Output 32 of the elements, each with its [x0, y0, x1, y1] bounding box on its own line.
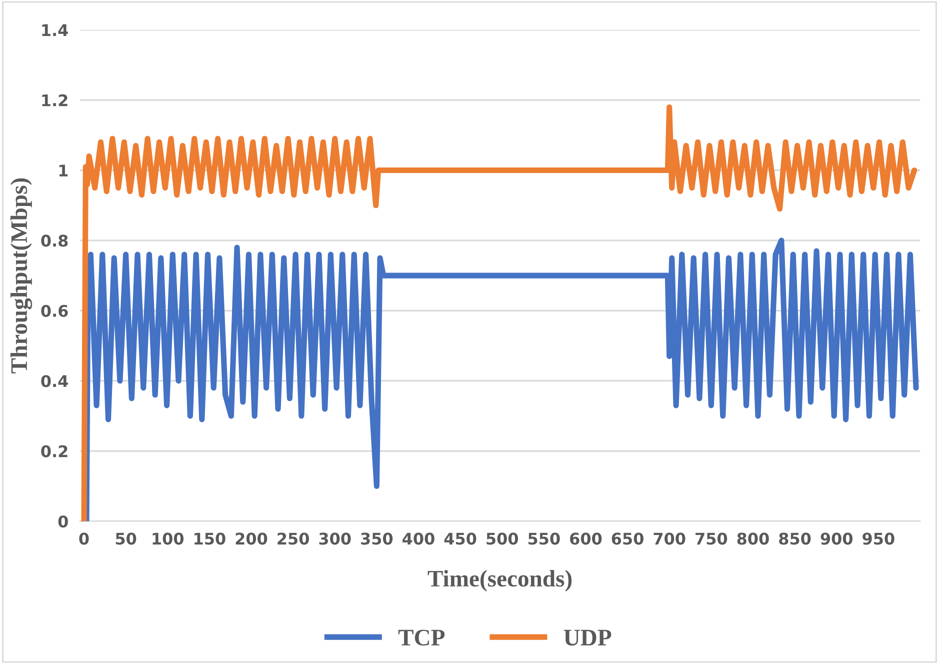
x-tick-label: 150 [194, 532, 226, 545]
y-tick-label: 1.4 [42, 24, 68, 36]
legend-label: UDP [564, 630, 612, 646]
x-tick-label: 100 [152, 532, 184, 545]
x-tick-label: 50 [116, 532, 136, 545]
x-tick-label: 900 [820, 532, 853, 545]
y-tick-label: 0.6 [41, 304, 68, 317]
x-tick-label: 950 [862, 532, 894, 545]
y-tick-label: 0 [58, 515, 68, 528]
y-axis-title: Throughput(Mbps) [10, 178, 32, 374]
y-tick-label: 0.4 [41, 375, 68, 388]
y-tick-label: 1 [59, 164, 68, 176]
x-tick-label: 800 [737, 532, 769, 545]
x-tick-label: 700 [654, 532, 686, 545]
x-tick-label: 550 [528, 532, 560, 545]
x-tick-label: 300 [319, 532, 351, 545]
x-tick-label: 650 [612, 532, 644, 545]
x-tick-label: 250 [278, 532, 309, 545]
y-tick-label: 1.2 [42, 94, 68, 106]
x-axis-title: Time(seconds) [428, 570, 572, 592]
x-tick-label: 600 [570, 532, 602, 545]
x-tick-label: 400 [402, 532, 434, 545]
x-tick-label: 500 [486, 532, 518, 545]
x-tick-label: 850 [779, 532, 811, 545]
legend-label: TCP [398, 630, 445, 646]
x-tick-label: 750 [696, 532, 728, 545]
y-tick-label: 0.2 [41, 445, 68, 458]
x-tick-label: 200 [236, 532, 268, 545]
x-tick-label: 350 [361, 532, 393, 545]
y-tick-label: 0.8 [41, 234, 68, 247]
x-tick-label: 450 [444, 532, 476, 545]
x-tick-label: 0 [79, 532, 89, 545]
